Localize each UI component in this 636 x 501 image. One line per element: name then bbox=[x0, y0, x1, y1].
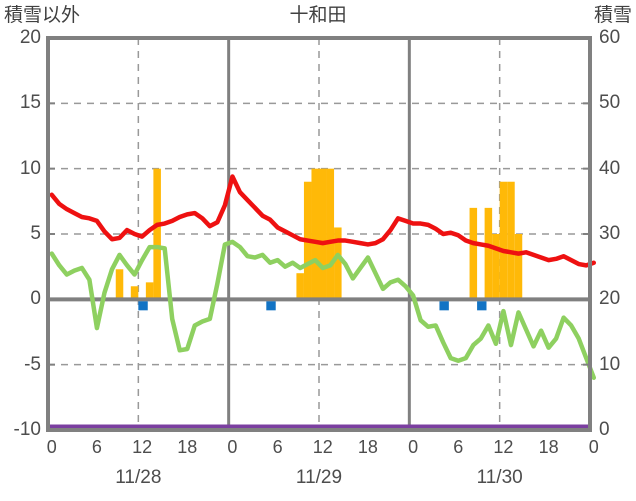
axis-tick-marks bbox=[48, 37, 590, 431]
bar bbox=[326, 168, 335, 300]
right-tick-30: 30 bbox=[599, 223, 621, 244]
x-tick-5: 6 bbox=[272, 437, 283, 457]
x-tick-3: 18 bbox=[177, 437, 198, 457]
x-tick-6: 12 bbox=[312, 437, 333, 457]
x-tick-10: 12 bbox=[493, 437, 514, 457]
right-tick-20: 20 bbox=[599, 288, 621, 310]
blue-marker bbox=[477, 301, 487, 311]
right-tick-10: 10 bbox=[599, 353, 621, 375]
bar bbox=[492, 234, 500, 300]
right-axis-unit-label: 積雪 bbox=[593, 5, 632, 26]
chart-title: 十和田 bbox=[289, 5, 347, 26]
bar bbox=[507, 181, 515, 300]
x-tick-12: 0 bbox=[588, 437, 599, 457]
blue-markers bbox=[138, 301, 487, 311]
left-tick-10: 10 bbox=[19, 157, 41, 179]
x-tick-9: 6 bbox=[453, 437, 464, 457]
blue-marker bbox=[266, 301, 276, 311]
left-tick-15: 15 bbox=[19, 92, 41, 114]
bar bbox=[514, 234, 523, 300]
bar bbox=[296, 273, 304, 300]
day-label-11/29: 11/29 bbox=[295, 467, 343, 488]
bar bbox=[311, 168, 319, 300]
blue-marker bbox=[138, 301, 148, 311]
left-tick-5: 5 bbox=[30, 223, 41, 244]
right-tick-0: 0 bbox=[599, 419, 610, 440]
day-label-11/28: 11/28 bbox=[115, 467, 162, 488]
bar bbox=[130, 286, 139, 300]
left-tick--5: -5 bbox=[24, 353, 41, 375]
left-tick--10: -10 bbox=[13, 419, 41, 440]
bar bbox=[499, 181, 508, 300]
bar bbox=[115, 269, 124, 300]
bar bbox=[319, 168, 327, 300]
left-axis-unit-label: 積雪以外 bbox=[4, 5, 81, 26]
bar bbox=[145, 282, 154, 300]
day-separators bbox=[227, 38, 411, 430]
bar bbox=[334, 227, 342, 300]
x-tick-4: 0 bbox=[227, 437, 238, 457]
day-label-11/30: 11/30 bbox=[476, 467, 523, 488]
x-tick-0: 0 bbox=[46, 437, 57, 457]
x-tick-2: 12 bbox=[132, 437, 153, 457]
x-tick-11: 18 bbox=[538, 437, 559, 457]
bar bbox=[469, 207, 478, 300]
x-tick-7: 18 bbox=[357, 437, 378, 457]
left-tick-20: 20 bbox=[19, 27, 41, 48]
x-tick-8: 0 bbox=[408, 437, 419, 457]
bar bbox=[153, 168, 161, 300]
left-tick-0: 0 bbox=[30, 288, 41, 310]
blue-marker bbox=[439, 301, 449, 311]
bar bbox=[484, 207, 493, 300]
right-tick-40: 40 bbox=[599, 157, 621, 179]
x-tick-1: 6 bbox=[91, 437, 102, 457]
right-tick-60: 60 bbox=[599, 27, 621, 48]
green-line bbox=[49, 239, 597, 380]
orange-bars bbox=[115, 168, 523, 300]
red-line bbox=[49, 174, 597, 268]
right-tick-50: 50 bbox=[599, 92, 621, 114]
